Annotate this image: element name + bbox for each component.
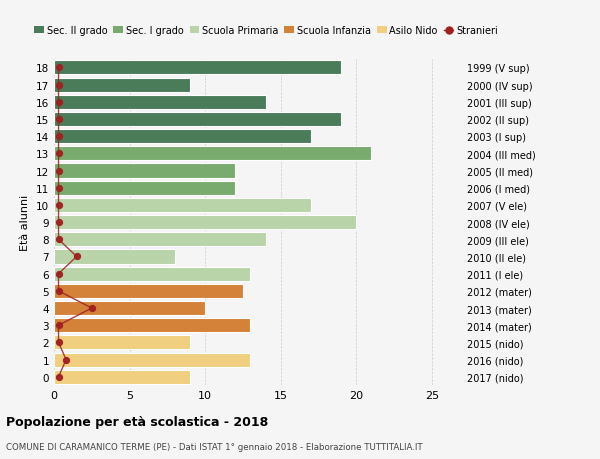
Point <box>54 99 64 106</box>
Bar <box>54 147 371 161</box>
Bar <box>54 78 190 92</box>
Point <box>54 270 64 278</box>
Point <box>54 151 64 158</box>
Bar <box>54 216 356 230</box>
Y-axis label: Età alunni: Età alunni <box>20 195 31 251</box>
Bar <box>54 267 250 281</box>
Bar <box>54 198 311 213</box>
Point <box>54 373 64 381</box>
Point <box>54 339 64 347</box>
Point <box>54 185 64 192</box>
Bar <box>54 336 190 350</box>
Bar <box>54 95 266 110</box>
Bar <box>54 112 341 127</box>
Bar <box>54 61 341 75</box>
Point <box>87 305 97 312</box>
Bar <box>54 370 190 384</box>
Bar <box>54 284 243 298</box>
Point <box>54 287 64 295</box>
Bar <box>54 353 250 367</box>
Text: COMUNE DI CARAMANICO TERME (PE) - Dati ISTAT 1° gennaio 2018 - Elaborazione TUTT: COMUNE DI CARAMANICO TERME (PE) - Dati I… <box>6 442 422 451</box>
Point <box>54 322 64 329</box>
Bar <box>54 319 250 333</box>
Point <box>54 82 64 89</box>
Text: Popolazione per età scolastica - 2018: Popolazione per età scolastica - 2018 <box>6 415 268 428</box>
Legend: Sec. II grado, Sec. I grado, Scuola Primaria, Scuola Infanzia, Asilo Nido, Stran: Sec. II grado, Sec. I grado, Scuola Prim… <box>31 22 502 40</box>
Point <box>54 202 64 209</box>
Bar <box>54 250 175 264</box>
Bar <box>54 164 235 178</box>
Bar <box>54 302 205 315</box>
Bar <box>54 233 266 247</box>
Point <box>54 116 64 123</box>
Bar <box>54 181 235 196</box>
Point <box>72 253 82 261</box>
Point <box>61 356 71 364</box>
Point <box>54 219 64 226</box>
Point <box>54 168 64 175</box>
Point <box>54 65 64 72</box>
Point <box>54 236 64 243</box>
Point <box>54 133 64 140</box>
Bar <box>54 130 311 144</box>
